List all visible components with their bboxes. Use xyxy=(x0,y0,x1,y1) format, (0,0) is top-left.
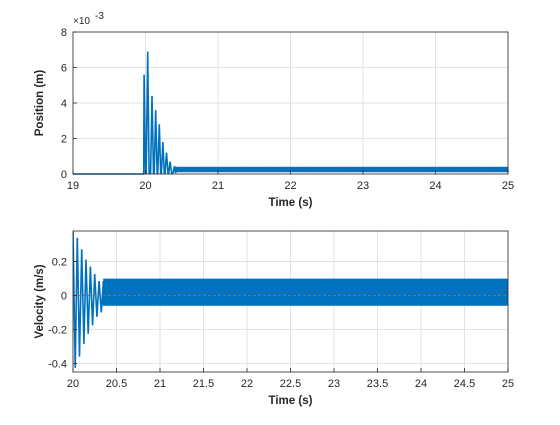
velocity-x-label: Time (s) xyxy=(269,395,313,407)
x-tick-label: 24 xyxy=(415,378,427,390)
x-tick-label: 22.5 xyxy=(280,378,301,390)
x-tick-label: 24.5 xyxy=(454,378,475,390)
position-x-label: Time (s) xyxy=(269,197,313,209)
x-tick-label: 22 xyxy=(241,378,253,390)
position-y-label: Position (m) xyxy=(34,70,46,137)
y-tick-label: -0.2 xyxy=(48,325,67,337)
x-tick-label: 24 xyxy=(429,180,441,192)
velocity-y-ticks: -0.4 -0.2 0 0.2 xyxy=(48,257,77,371)
y-tick-label: 0 xyxy=(61,291,67,303)
x-tick-label: 19 xyxy=(67,180,79,192)
position-y-exponent-power: -3 xyxy=(95,11,104,22)
y-tick-label: 4 xyxy=(61,98,67,110)
y-tick-label: 8 xyxy=(61,27,67,39)
x-tick-label: 21.5 xyxy=(193,378,214,390)
x-tick-label: 20 xyxy=(67,378,79,390)
x-tick-label: 20.5 xyxy=(106,378,127,390)
x-tick-label: 23 xyxy=(357,180,369,192)
position-series xyxy=(73,51,509,175)
x-tick-label: 23 xyxy=(328,378,340,390)
velocity-x-ticks: 20 20.5 21 21.5 22 22.5 23 23.5 24 24.5 25 xyxy=(67,368,514,390)
y-tick-label: 0.2 xyxy=(52,257,67,269)
position-y-ticks: 0 2 4 6 8 xyxy=(61,27,77,181)
x-tick-label: 25 xyxy=(502,180,514,192)
x-tick-label: 21 xyxy=(154,378,166,390)
x-tick-label: 22 xyxy=(284,180,296,192)
y-tick-label: 6 xyxy=(61,63,67,75)
x-tick-label: 23.5 xyxy=(367,378,388,390)
position-y-exponent-base: ×10 xyxy=(73,16,90,27)
x-tick-label: 21 xyxy=(212,180,224,192)
x-tick-label: 20 xyxy=(139,180,151,192)
velocity-series xyxy=(73,231,508,368)
y-tick-label: 0 xyxy=(61,169,67,181)
x-tick-label: 25 xyxy=(502,378,514,390)
position-x-ticks: 19 20 21 22 23 24 25 xyxy=(67,170,514,192)
velocity-axes: 20 20.5 21 21.5 22 22.5 23 23.5 24 24.5 25 -0.4-0.… xyxy=(34,230,514,407)
velocity-y-label: Velocity (m/s) xyxy=(34,264,46,338)
y-tick-label: -0.4 xyxy=(48,359,67,371)
y-tick-label: 2 xyxy=(61,134,67,146)
position-series-line xyxy=(73,51,509,175)
velocity-series-line xyxy=(73,231,508,368)
